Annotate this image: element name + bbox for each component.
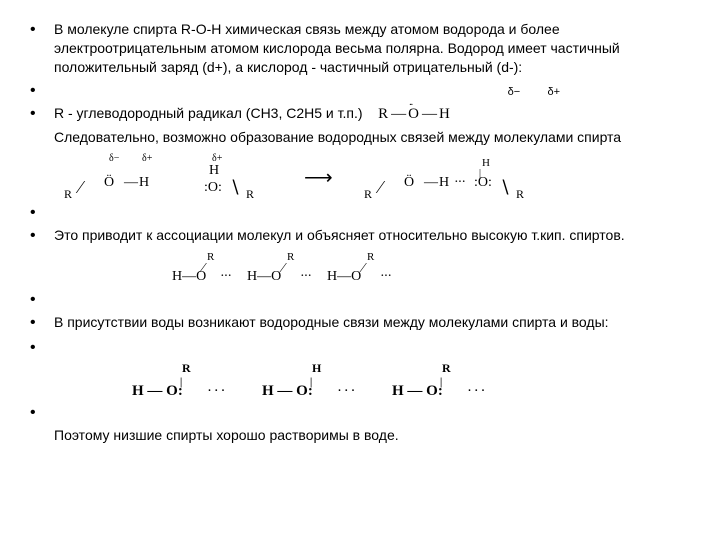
hbond-formation-diagram: δ− δ+ δ+ H Ö—H :O: R⁄ ∖R ⟶ Ö—H ··· :O: R… (54, 151, 690, 199)
svg-text:H—O: H—O (247, 269, 281, 284)
svg-text:· · ·: · · · (467, 383, 485, 399)
svg-text:H—O: H—O (327, 269, 361, 284)
bullet-row-9: • (30, 403, 690, 422)
bullet: • (30, 338, 54, 357)
bullet-row-3: • R - углеводородный радикал (CH3, C2H5 … (30, 104, 690, 124)
svg-text:H—O: H—O (172, 269, 206, 284)
svg-text:⟶: ⟶ (304, 167, 333, 189)
svg-text:H — O:: H — O: (132, 383, 183, 399)
radical-content: R - углеводородный радикал (CH3, C2H5 и … (54, 104, 690, 124)
bullet: • (30, 203, 54, 222)
svg-text:R: R (367, 251, 375, 263)
bullet: • (30, 20, 54, 39)
diagram4-row: R| H — O: · · · H| H — O: · · · R| H — O… (30, 361, 690, 399)
svg-text:|: | (479, 168, 481, 179)
svg-text:δ−: δ− (109, 153, 120, 164)
svg-text:R: R (516, 187, 524, 199)
bullet: • (30, 313, 54, 332)
para5-row: Поэтому низшие спирты хорошо растворимы … (30, 426, 690, 445)
svg-text:H: H (139, 175, 149, 190)
radical-text: R - углеводородный радикал (CH3, C2H5 и … (54, 105, 363, 121)
svg-text:δ+: δ+ (142, 153, 153, 164)
svg-text:H — O:: H — O: (392, 383, 443, 399)
formula-roh: R — O — H (378, 104, 450, 124)
svg-text:···: ··· (454, 175, 465, 190)
svg-text:R: R (246, 187, 254, 199)
para4: В присутствии воды возникают водородные … (54, 313, 690, 332)
svg-text:R: R (64, 187, 72, 199)
svg-text:R: R (442, 361, 451, 375)
bullet: • (30, 290, 54, 309)
water-hbond-diagram: R| H — O: · · · H| H — O: · · · R| H — O… (54, 361, 690, 399)
bullet: • (30, 104, 54, 123)
svg-text::O:: :O: (204, 180, 222, 195)
bullet-row-2: • δ− δ+ (30, 81, 690, 100)
bullet: • (30, 403, 54, 422)
water-svg: R| H — O: · · · H| H — O: · · · R| H — O… (132, 361, 612, 399)
diagram2-row: δ− δ+ δ+ H Ö—H :O: R⁄ ∖R ⟶ Ö—H ··· :O: R… (30, 151, 690, 199)
svg-text:···: ··· (300, 269, 311, 284)
svg-text:—: — (123, 175, 139, 190)
svg-text:Ö: Ö (404, 173, 414, 190)
svg-text:Ö: Ö (104, 173, 114, 190)
bullet-row-4: • (30, 203, 690, 222)
svg-text:H: H (209, 163, 219, 178)
svg-text:⁄: ⁄ (375, 177, 386, 197)
para5: Поэтому низшие спирты хорошо растворимы … (54, 426, 690, 445)
svg-text:···: ··· (220, 269, 231, 284)
svg-text:H: H (482, 157, 490, 169)
svg-text:R: R (364, 187, 372, 199)
bullet-row-1: • В молекуле спирта R-O-H химическая свя… (30, 20, 690, 77)
para2: Следовательно, возможно образование водо… (54, 128, 690, 147)
svg-text:R: R (207, 251, 215, 263)
svg-text:H — O:: H — O: (262, 383, 313, 399)
bullet-row-7: • В присутствии воды возникают водородны… (30, 313, 690, 332)
para2-row: Следовательно, возможно образование водо… (30, 128, 690, 147)
association-diagram: R⁄ H—O··· R⁄ H—O··· R⁄ H—O··· (54, 250, 690, 286)
svg-text:H: H (439, 175, 449, 190)
svg-text:· · ·: · · · (207, 383, 225, 399)
svg-text:H: H (312, 361, 322, 375)
assoc-svg: R⁄ H—O··· R⁄ H—O··· R⁄ H—O··· (172, 250, 572, 286)
svg-text:R: R (287, 251, 295, 263)
svg-text:—: — (423, 175, 439, 190)
bullet-row-6: • (30, 290, 690, 309)
svg-text:R: R (182, 361, 191, 375)
diagram3-row: R⁄ H—O··· R⁄ H—O··· R⁄ H—O··· (30, 250, 690, 286)
delta-labels: δ− δ+ (54, 81, 690, 100)
svg-text:∖: ∖ (229, 177, 240, 197)
para1: В молекуле спирта R-O-H химическая связь… (54, 20, 690, 77)
svg-text:∖: ∖ (499, 177, 510, 197)
svg-text::O:: :O: (474, 175, 492, 190)
para3: Это приводит к ассоциации молекул и объя… (54, 226, 690, 245)
svg-text:⁄: ⁄ (75, 177, 86, 197)
svg-text:· · ·: · · · (337, 383, 355, 399)
bullet-row-8: • (30, 338, 690, 357)
bullet: • (30, 226, 54, 245)
bullet: • (30, 81, 54, 100)
hbond-svg: δ− δ+ δ+ H Ö—H :O: R⁄ ∖R ⟶ Ö—H ··· :O: R… (54, 151, 634, 199)
bullet-row-5: • Это приводит к ассоциации молекул и об… (30, 226, 690, 245)
svg-text:···: ··· (380, 269, 391, 284)
